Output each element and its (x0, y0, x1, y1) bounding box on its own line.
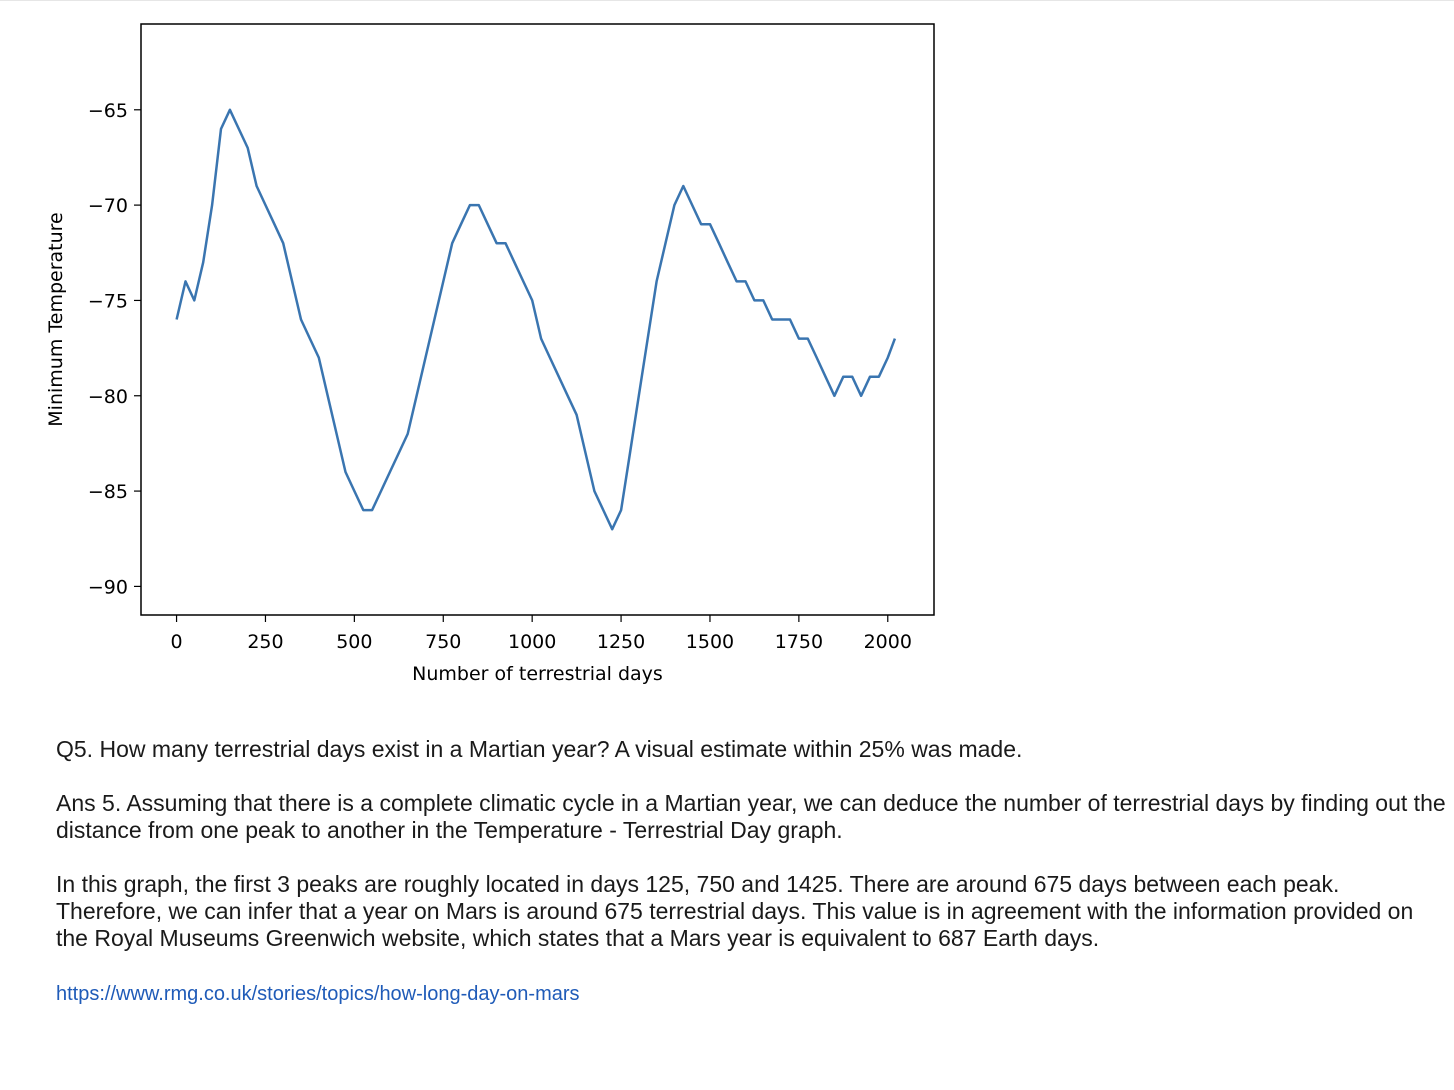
explanation-text: In this graph, the first 3 peaks are rou… (56, 871, 1414, 951)
y-axis-label: Minimum Temperature (45, 212, 67, 426)
x-tick-label: 1750 (775, 631, 823, 653)
answer-text: Ans 5. Assuming that there is a complete… (56, 790, 1446, 843)
plot-series-group (175, 108, 897, 531)
y-ticks: −65 −70 −75 −80 −85 −90 (88, 100, 141, 598)
x-ticks: 0 250 500 750 1000 1250 1500 1750 2000 (171, 615, 912, 653)
markdown-cell: Q5. How many terrestrial days exist in a… (56, 736, 1446, 1008)
x-tick-label: 1500 (686, 631, 734, 653)
y-tick-label: −80 (88, 386, 128, 408)
chart-canvas: 0 250 500 750 1000 1250 1500 1750 2000 −65 −70 −75… (45, 23, 935, 685)
x-tick-label: 1000 (508, 631, 556, 653)
plot-frame (140, 23, 935, 616)
x-tick-label: 1250 (597, 631, 645, 653)
y-tick-label: −90 (88, 576, 128, 598)
y-tick-label: −65 (88, 100, 128, 122)
x-axis-label: Number of terrestrial days (412, 663, 663, 685)
y-tick-label: −75 (88, 290, 128, 312)
top-divider (0, 0, 1454, 1)
series-line-0 (175, 108, 897, 531)
x-tick-label: 750 (425, 631, 461, 653)
y-tick-label: −70 (88, 195, 128, 217)
rmg-link[interactable]: https://www.rmg.co.uk/stories/topics/how… (56, 983, 580, 1005)
x-tick-label: 500 (336, 631, 372, 653)
temperature-chart: 0 250 500 750 1000 1250 1500 1750 2000 −65 −70 −75… (30, 14, 950, 704)
x-tick-label: 0 (171, 631, 183, 653)
y-tick-label: −85 (88, 481, 128, 503)
question-text: Q5. How many terrestrial days exist in a… (56, 736, 1023, 762)
x-tick-label: 2000 (864, 631, 912, 653)
x-tick-label: 250 (247, 631, 283, 653)
